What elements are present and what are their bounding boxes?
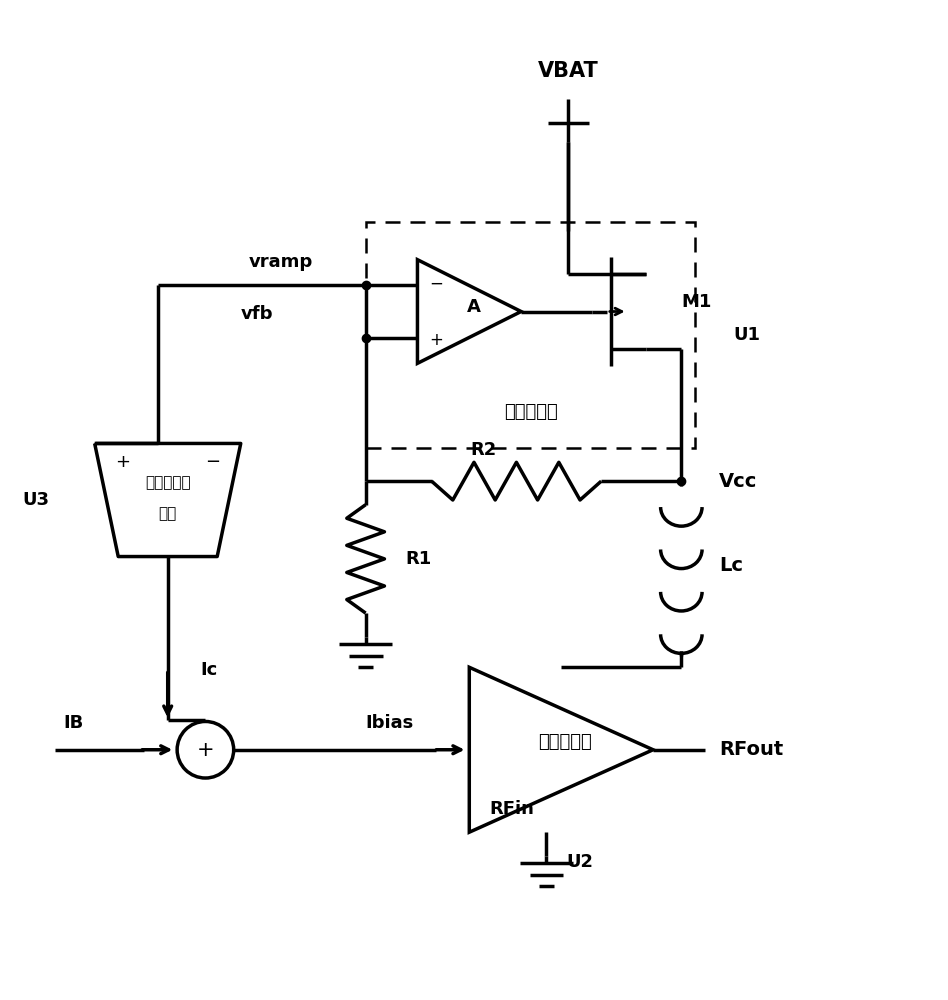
Text: −: − (429, 275, 444, 293)
Text: R1: R1 (405, 550, 431, 568)
Text: VBAT: VBAT (538, 61, 598, 81)
Text: Ibias: Ibias (365, 714, 413, 732)
Text: 电压电流转: 电压电流转 (145, 476, 191, 491)
Text: Vcc: Vcc (719, 472, 757, 491)
Bar (366, 222, 696, 448)
Text: 功率放大器: 功率放大器 (538, 733, 592, 751)
Text: +: + (429, 331, 444, 349)
Text: vramp: vramp (248, 253, 313, 271)
Text: 换器: 换器 (158, 507, 177, 522)
Text: R2: R2 (470, 441, 497, 459)
Text: IB: IB (64, 714, 83, 732)
Text: +: + (116, 453, 131, 471)
Text: A: A (467, 298, 481, 316)
Text: vfb: vfb (241, 305, 273, 323)
Text: −: − (205, 453, 220, 471)
Text: U2: U2 (566, 853, 593, 871)
Text: RFin: RFin (489, 800, 534, 818)
Text: U1: U1 (733, 326, 760, 344)
Text: U3: U3 (23, 491, 49, 509)
Text: M1: M1 (682, 293, 712, 311)
Text: RFout: RFout (719, 740, 783, 759)
Text: 线性稳压器: 线性稳压器 (503, 403, 557, 421)
Text: +: + (196, 740, 214, 760)
Text: Ic: Ic (201, 661, 218, 679)
Text: Lc: Lc (719, 556, 743, 575)
